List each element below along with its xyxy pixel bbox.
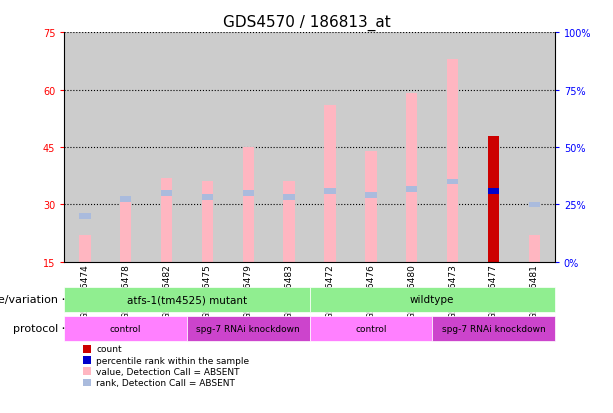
Bar bbox=[64, 33, 105, 262]
Text: percentile rank within the sample: percentile rank within the sample bbox=[96, 356, 249, 365]
Bar bbox=[488, 189, 499, 195]
Bar bbox=[283, 195, 295, 200]
Bar bbox=[79, 235, 91, 262]
Bar bbox=[79, 214, 91, 219]
Text: rank, Detection Call = ABSENT: rank, Detection Call = ABSENT bbox=[96, 378, 235, 387]
Bar bbox=[447, 60, 459, 262]
Text: atfs-1(tm4525) mutant: atfs-1(tm4525) mutant bbox=[127, 294, 247, 304]
Bar bbox=[243, 191, 254, 196]
Bar bbox=[447, 179, 459, 185]
Bar bbox=[202, 182, 213, 262]
Bar bbox=[528, 235, 540, 262]
Bar bbox=[391, 33, 432, 262]
Bar bbox=[528, 202, 540, 208]
Bar bbox=[105, 33, 146, 262]
Text: spg-7 RNAi knockdown: spg-7 RNAi knockdown bbox=[196, 324, 300, 333]
Bar bbox=[161, 178, 172, 262]
Bar bbox=[473, 33, 514, 262]
Bar bbox=[228, 33, 268, 262]
Bar bbox=[268, 33, 310, 262]
Bar bbox=[324, 106, 336, 262]
Bar bbox=[120, 196, 131, 202]
Text: control: control bbox=[110, 324, 142, 333]
Bar bbox=[324, 189, 336, 195]
Bar bbox=[120, 201, 131, 262]
Bar bbox=[187, 33, 228, 262]
Bar bbox=[243, 148, 254, 262]
Bar bbox=[310, 33, 351, 262]
Bar bbox=[365, 152, 376, 262]
Bar bbox=[283, 182, 295, 262]
Bar bbox=[79, 214, 91, 219]
Text: genotype/variation: genotype/variation bbox=[0, 294, 58, 304]
Text: control: control bbox=[355, 324, 387, 333]
Bar bbox=[146, 33, 187, 262]
Text: value, Detection Call = ABSENT: value, Detection Call = ABSENT bbox=[96, 367, 240, 376]
Text: spg-7 RNAi knockdown: spg-7 RNAi knockdown bbox=[441, 324, 546, 333]
Bar bbox=[365, 192, 376, 198]
Bar bbox=[202, 195, 213, 200]
Text: wildtype: wildtype bbox=[410, 294, 454, 304]
Bar bbox=[514, 33, 555, 262]
Bar bbox=[488, 136, 499, 262]
Text: GDS4570 / 186813_at: GDS4570 / 186813_at bbox=[223, 14, 390, 31]
Text: protocol: protocol bbox=[13, 323, 58, 333]
Bar bbox=[161, 191, 172, 196]
Bar bbox=[432, 33, 473, 262]
Bar bbox=[406, 187, 417, 192]
Text: count: count bbox=[96, 344, 122, 354]
Bar bbox=[351, 33, 391, 262]
Bar bbox=[406, 94, 417, 262]
